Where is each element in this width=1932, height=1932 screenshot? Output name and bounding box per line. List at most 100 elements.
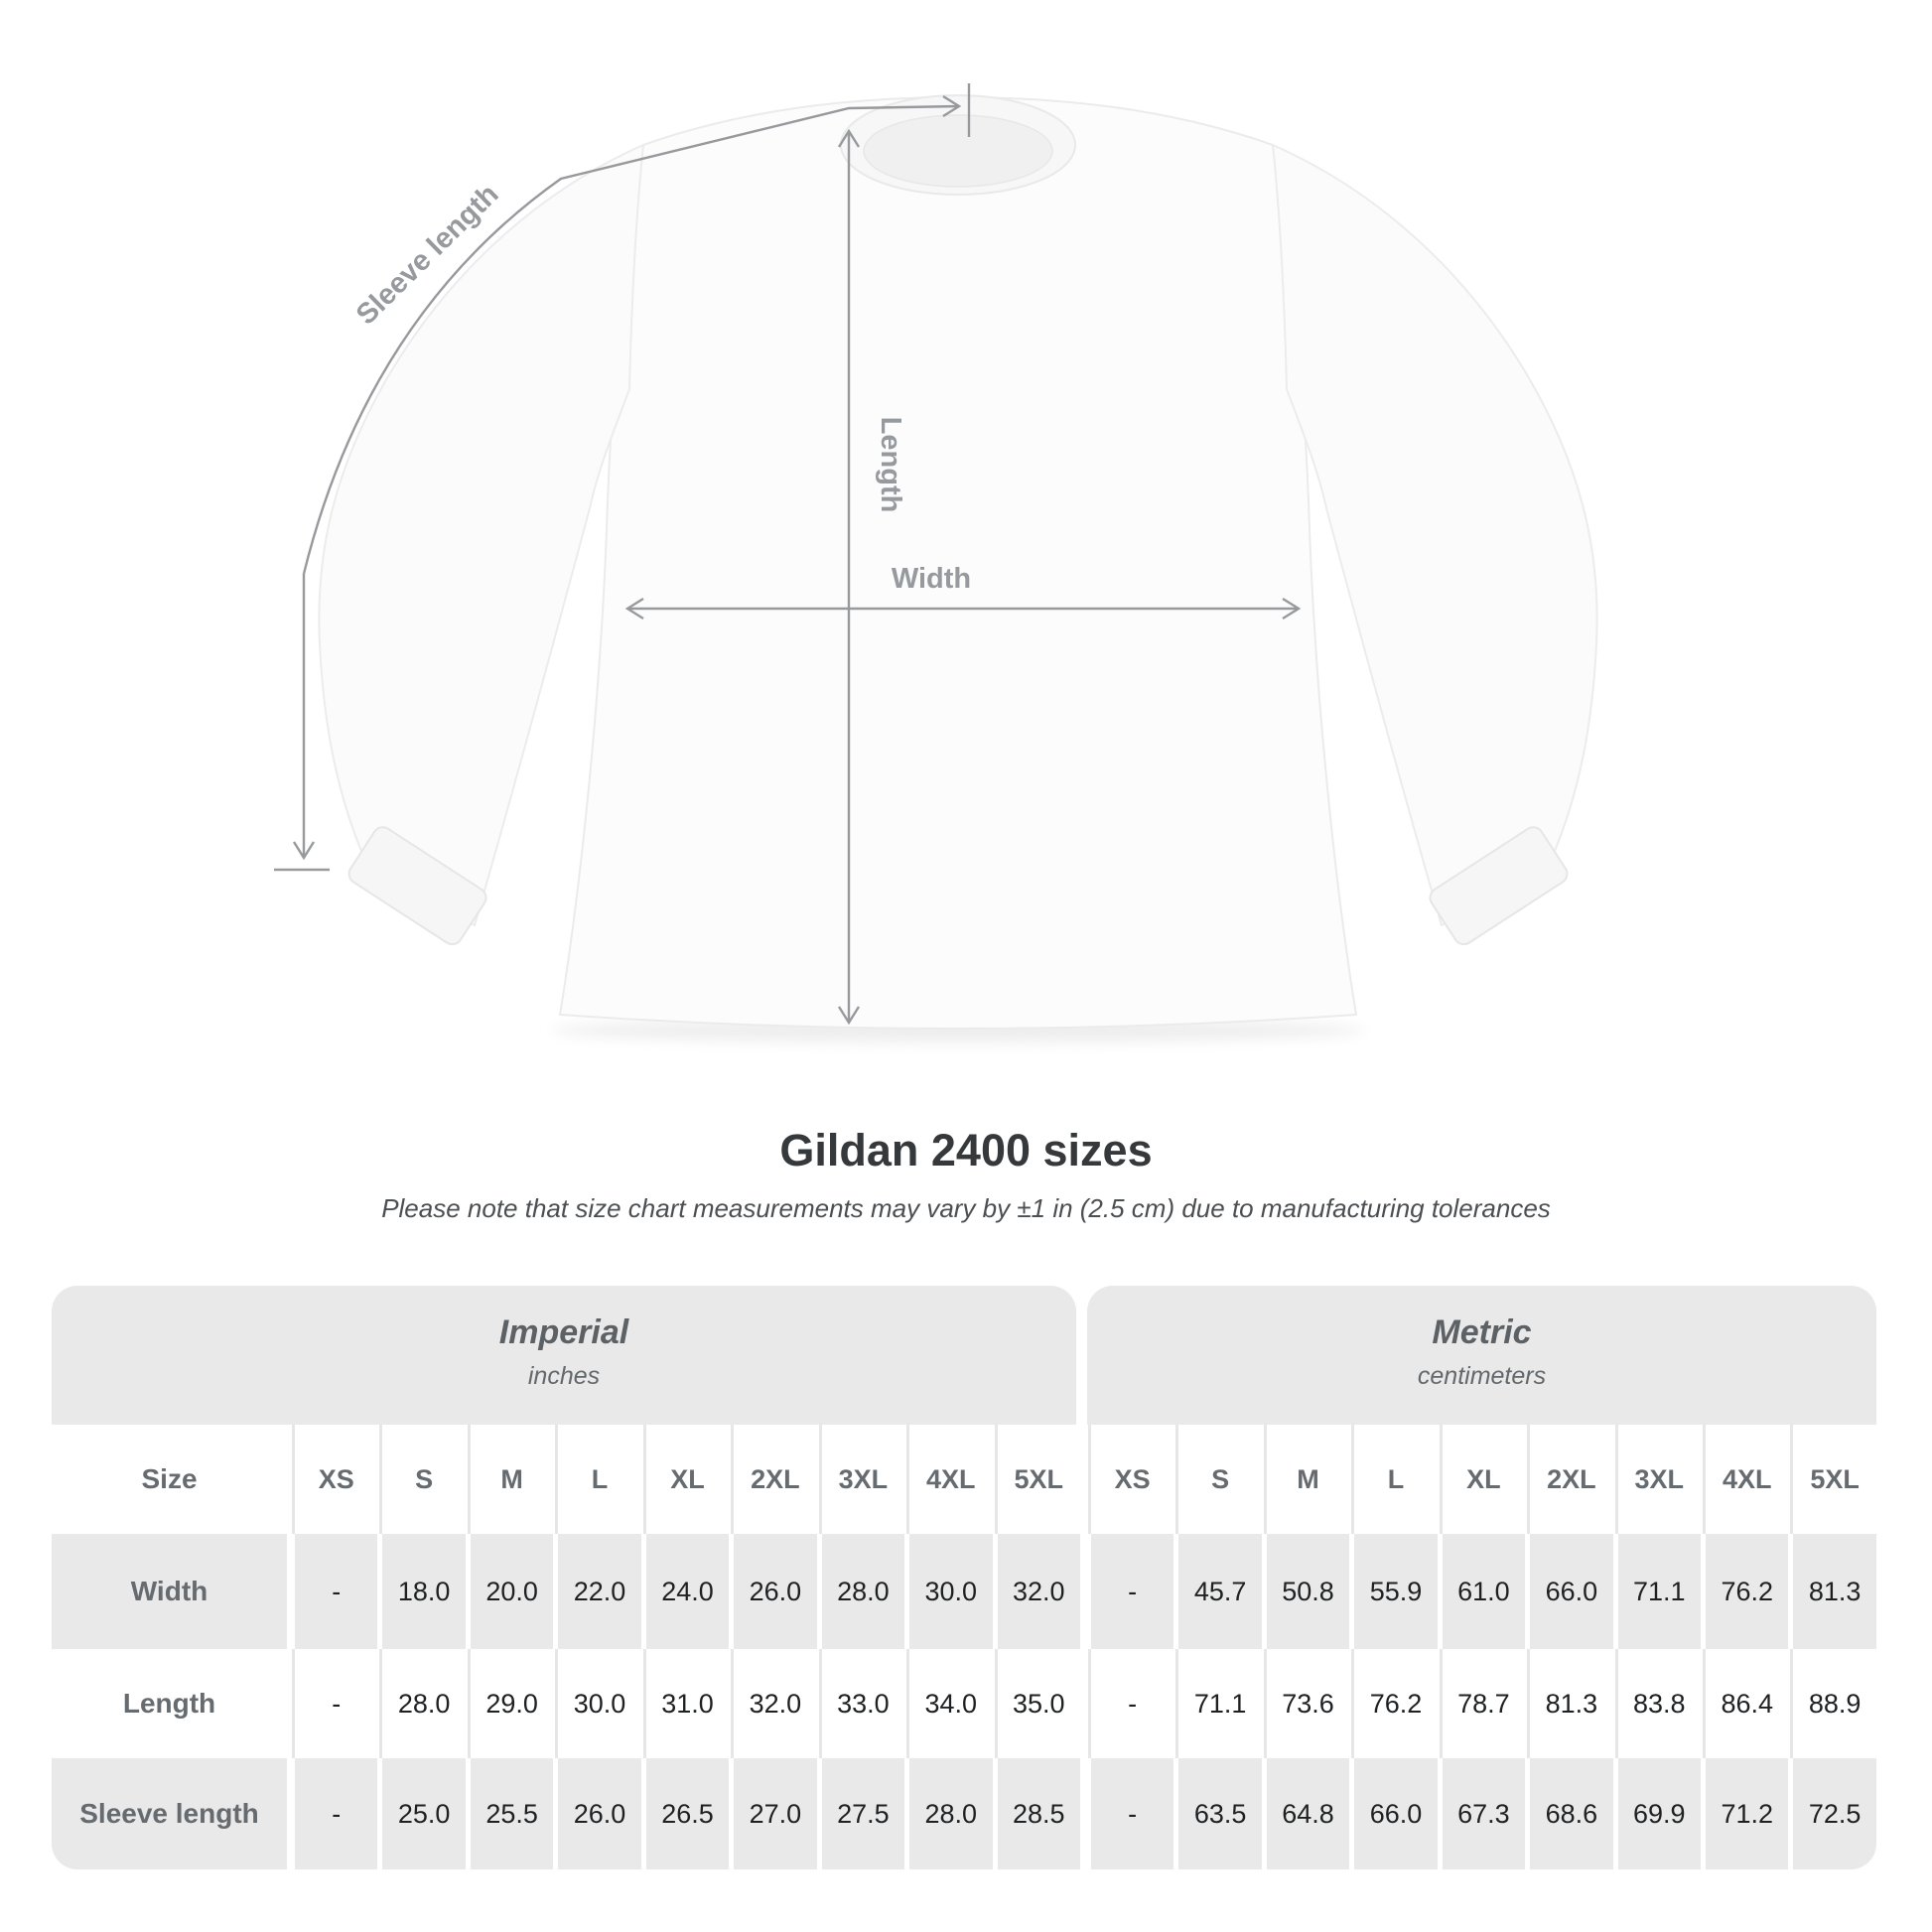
table-cell: 27.5 — [821, 1758, 905, 1869]
table-cell: 28.5 — [997, 1758, 1080, 1869]
measure-arrow-length-up — [837, 128, 861, 148]
table-cell: - — [1090, 1758, 1174, 1869]
size-col-header: 2XL — [734, 1425, 816, 1534]
length-label: Length — [875, 417, 906, 513]
table-cell: 26.0 — [734, 1534, 817, 1649]
size-header-row: Size XS S M L XL 2XL 3XL 4XL 5XL XS S M … — [52, 1425, 1876, 1534]
table-cell: 26.5 — [645, 1758, 730, 1869]
measure-arrow-width-left — [624, 597, 644, 621]
size-col-header: 2XL — [1530, 1425, 1612, 1534]
size-col-header: S — [382, 1425, 465, 1534]
table-cell: 25.5 — [470, 1758, 554, 1869]
table-cell: 26.0 — [558, 1758, 641, 1869]
table-cell: 34.0 — [909, 1649, 992, 1758]
table-cell: 24.0 — [645, 1534, 730, 1649]
table-cell: 30.0 — [558, 1649, 640, 1758]
size-col-header: 5XL — [998, 1425, 1080, 1534]
table-cell: 64.8 — [1266, 1758, 1350, 1869]
table-cell: 69.9 — [1617, 1758, 1701, 1869]
table-cell: 63.5 — [1178, 1758, 1262, 1869]
page-title: Gildan 2400 sizes — [779, 1125, 1153, 1175]
table-cell: 28.0 — [382, 1649, 465, 1758]
table-cell: - — [1090, 1534, 1174, 1649]
table-cell: 88.9 — [1793, 1649, 1875, 1758]
metric-header-title: Metric — [1432, 1313, 1532, 1351]
table-cell: 81.3 — [1793, 1534, 1876, 1649]
table-cell: 66.0 — [1530, 1534, 1613, 1649]
shirt-left-cuff — [347, 826, 487, 946]
size-col-header: XL — [1443, 1425, 1525, 1534]
table-cell: - — [295, 1649, 377, 1758]
shirt-measurement-diagram: Sleeve length Length Width — [274, 83, 1598, 1042]
metric-header-block: Metric centimeters — [1087, 1286, 1876, 1425]
table-cell: 22.0 — [558, 1534, 641, 1649]
imperial-header-block: Imperial inches — [52, 1286, 1076, 1425]
table-cell: 86.4 — [1706, 1649, 1788, 1758]
table-cell: - — [295, 1534, 378, 1649]
row-label: Length — [122, 1688, 216, 1719]
table-cell: 32.0 — [997, 1534, 1080, 1649]
table-cell: 35.0 — [998, 1649, 1080, 1758]
size-col-header: M — [471, 1425, 553, 1534]
table-cell: 83.8 — [1618, 1649, 1701, 1758]
table-cell: 66.0 — [1354, 1758, 1438, 1869]
size-col-header: XL — [646, 1425, 729, 1534]
imperial-header-unit: inches — [527, 1362, 601, 1390]
metric-header-unit: centimeters — [1417, 1362, 1547, 1390]
table-row-sleeve-length: Sleeve length - 25.0 25.5 26.0 26.5 27.0… — [52, 1758, 1876, 1869]
table-cell: 33.0 — [822, 1649, 904, 1758]
table-cell: 81.3 — [1530, 1649, 1612, 1758]
table-cell: 28.0 — [909, 1758, 993, 1869]
table-cell: 50.8 — [1266, 1534, 1350, 1649]
table-cell: 18.0 — [382, 1534, 466, 1649]
size-col-header: 3XL — [1618, 1425, 1701, 1534]
table-cell: 31.0 — [646, 1649, 729, 1758]
table-cell: 25.0 — [382, 1758, 466, 1869]
table-cell: 32.0 — [734, 1649, 816, 1758]
imperial-header-title: Imperial — [498, 1313, 629, 1351]
table-cell: 55.9 — [1354, 1534, 1438, 1649]
size-col-header: L — [558, 1425, 640, 1534]
size-col-header: 4XL — [1706, 1425, 1788, 1534]
measure-arrow-sleeve-right — [942, 94, 962, 118]
measure-line-sleeve — [302, 104, 960, 858]
size-header-label: Size — [141, 1463, 198, 1494]
size-col-header: L — [1354, 1425, 1437, 1534]
size-col-header: S — [1178, 1425, 1261, 1534]
size-col-header: M — [1267, 1425, 1349, 1534]
row-label: Width — [52, 1534, 287, 1649]
table-cell: - — [295, 1758, 378, 1869]
table-cell: 78.7 — [1443, 1649, 1525, 1758]
width-label: Width — [892, 563, 971, 595]
table-cell: 61.0 — [1442, 1534, 1526, 1649]
row-label: Sleeve length — [52, 1758, 287, 1869]
size-col-header: XS — [295, 1425, 377, 1534]
table-cell: 71.2 — [1706, 1758, 1789, 1869]
shirt-torso — [558, 95, 1358, 1030]
shirt-right-cuff — [1429, 826, 1569, 946]
table-cell: 27.0 — [734, 1758, 817, 1869]
table-cell: 72.5 — [1793, 1758, 1876, 1869]
size-col-header: XS — [1091, 1425, 1173, 1534]
table-cell: 71.1 — [1617, 1534, 1701, 1649]
table-cell: 68.6 — [1530, 1758, 1613, 1869]
unit-header-row: Imperial inches Metric centimeters — [52, 1286, 1876, 1425]
table-cell: - — [1091, 1649, 1173, 1758]
measure-arrow-length-down — [837, 1006, 861, 1026]
table-cell: 30.0 — [909, 1534, 993, 1649]
size-col-header: 5XL — [1793, 1425, 1875, 1534]
table-cell: 28.0 — [821, 1534, 905, 1649]
table-cell: 73.6 — [1267, 1649, 1349, 1758]
table-cell: 20.0 — [470, 1534, 554, 1649]
table-cell: 71.1 — [1178, 1649, 1261, 1758]
table-cell: 76.2 — [1706, 1534, 1789, 1649]
table-cell: 67.3 — [1442, 1758, 1526, 1869]
size-table: Imperial inches Metric centimeters Size … — [52, 1286, 1876, 1869]
shirt-collar-opening — [863, 114, 1053, 188]
table-row-length: Length - 28.0 29.0 30.0 31.0 32.0 33.0 3… — [52, 1649, 1876, 1758]
tolerance-note: Please note that size chart measurements… — [381, 1193, 1551, 1223]
measure-arrow-width-right — [1282, 597, 1302, 621]
size-col-header: 4XL — [909, 1425, 992, 1534]
measure-arrow-sleeve-down — [292, 841, 316, 861]
table-cell: 29.0 — [471, 1649, 553, 1758]
